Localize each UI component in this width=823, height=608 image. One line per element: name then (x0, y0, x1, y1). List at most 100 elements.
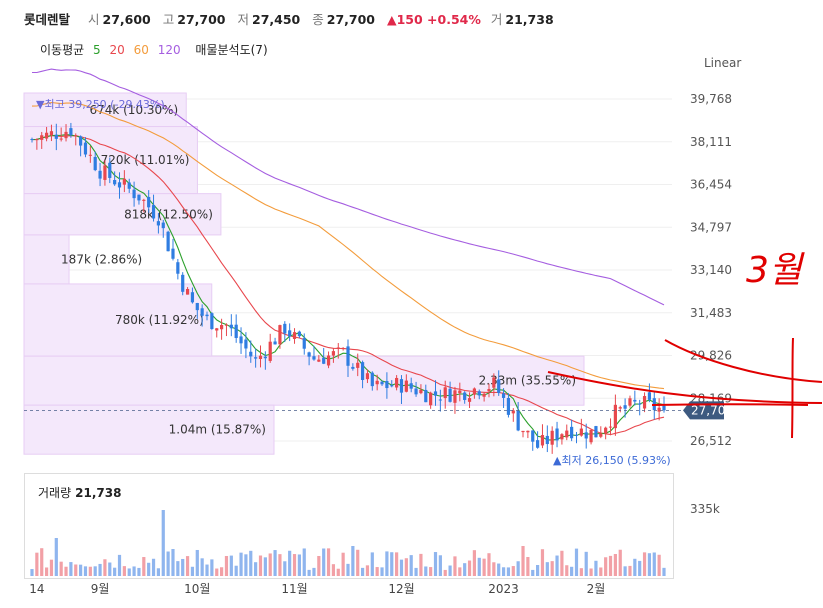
candle-body (604, 427, 608, 434)
candle-body (404, 380, 408, 392)
candle-body (254, 357, 258, 359)
candle-body (579, 428, 583, 436)
ma-5[interactable]: 5 (93, 43, 101, 57)
volume-bar (599, 567, 603, 576)
volume-bar (44, 567, 49, 576)
candle-body (531, 430, 535, 442)
volume-profile-toggle[interactable]: 매물분석도(7) (195, 43, 268, 57)
volume-bar (83, 566, 88, 576)
change-value: ▲150 +0.54% (387, 12, 481, 27)
volume-bar (526, 556, 530, 576)
volume-axis-tick: 335k (690, 502, 720, 516)
candle-body (642, 396, 647, 409)
volume-bar (638, 560, 642, 576)
scale-toggle[interactable]: Linear (704, 56, 742, 70)
candle-body (341, 348, 345, 350)
candle-body (312, 356, 316, 360)
volume-bar (390, 552, 394, 576)
candle-body (545, 435, 549, 445)
volume-bar (356, 549, 360, 576)
candle-body (356, 362, 360, 368)
volume-bar (647, 553, 652, 576)
volume-profile-bar (23, 234, 70, 285)
volume-bar (132, 566, 136, 576)
candle-body (297, 331, 301, 337)
candle-body (59, 138, 63, 140)
volume-bar (161, 510, 165, 576)
candle-body (419, 389, 423, 394)
candle-body (482, 393, 486, 397)
candle-body (263, 356, 267, 359)
candle-body (433, 391, 438, 396)
volume-bar (98, 563, 102, 576)
volume-bar (283, 561, 287, 576)
candle-body (79, 136, 83, 146)
volume-bar (409, 555, 413, 576)
ma-60-line (31, 101, 665, 390)
stock-name: 롯데렌탈 (24, 12, 71, 27)
volume-profile-label: 780k (11.92%) (115, 313, 204, 327)
volume-profile-label: 1.04m (15.87%) (169, 423, 266, 437)
candle-body (550, 430, 554, 445)
candle-body (229, 324, 233, 329)
volume-bar (429, 567, 433, 576)
candle-body (399, 379, 404, 393)
volume-bar (239, 552, 243, 576)
volume-bar (613, 554, 617, 576)
annotation-line (547, 371, 823, 404)
candle-body (647, 392, 652, 400)
candle-body (137, 194, 141, 201)
volume-bar (336, 568, 340, 576)
x-tick-label: 14 (29, 582, 44, 596)
volume-bar (458, 567, 462, 576)
volume-bar (540, 549, 545, 576)
volume-bar (74, 564, 78, 576)
volume-bar (370, 552, 374, 576)
volume-bar (419, 553, 423, 576)
volume-bar (205, 564, 209, 576)
volume-bar (399, 559, 404, 576)
volume-bar (453, 556, 457, 576)
moving-average-legend[interactable]: 이동평균 5 20 60 120 매물분석도(7) (40, 41, 273, 58)
candle-body (594, 426, 598, 438)
volume-bar (385, 551, 389, 576)
candle-body (69, 128, 73, 136)
candle-body (258, 355, 263, 360)
volume-bar (229, 555, 233, 576)
candle-body (458, 390, 462, 394)
low-value: 27,450 (252, 12, 301, 27)
candle-body (142, 199, 146, 201)
candle-body (409, 383, 413, 389)
volume-bar (351, 546, 355, 576)
volume-bar (604, 557, 608, 576)
candle-body (477, 391, 481, 396)
candle-body (599, 433, 603, 437)
candle-body (608, 426, 613, 428)
volume-profile-bar (23, 404, 275, 455)
y-tick-label: 31,483 (690, 306, 732, 320)
current-price-tag (683, 401, 724, 420)
ma-60[interactable]: 60 (133, 43, 149, 57)
close-label: 종 (312, 12, 324, 27)
ma-20[interactable]: 20 (109, 43, 125, 57)
candle-body (540, 435, 545, 446)
volume-bar (341, 552, 345, 576)
volume-bar (594, 560, 598, 576)
candle-body (623, 405, 627, 409)
candle-body (244, 339, 248, 349)
candle-body (74, 135, 78, 137)
volume-bar (565, 565, 569, 576)
volume-bar (127, 568, 131, 576)
volume-bar (166, 551, 170, 576)
volume-bar (181, 558, 185, 576)
volume-bar (200, 558, 204, 576)
volume-bar (254, 562, 258, 576)
ma-120[interactable]: 120 (157, 43, 181, 57)
candle-body (501, 393, 506, 398)
candle-body (283, 323, 287, 334)
annotation-line (664, 339, 823, 383)
volume-bar (176, 561, 180, 576)
volume-bar (190, 566, 195, 576)
volume-bar (108, 562, 112, 576)
